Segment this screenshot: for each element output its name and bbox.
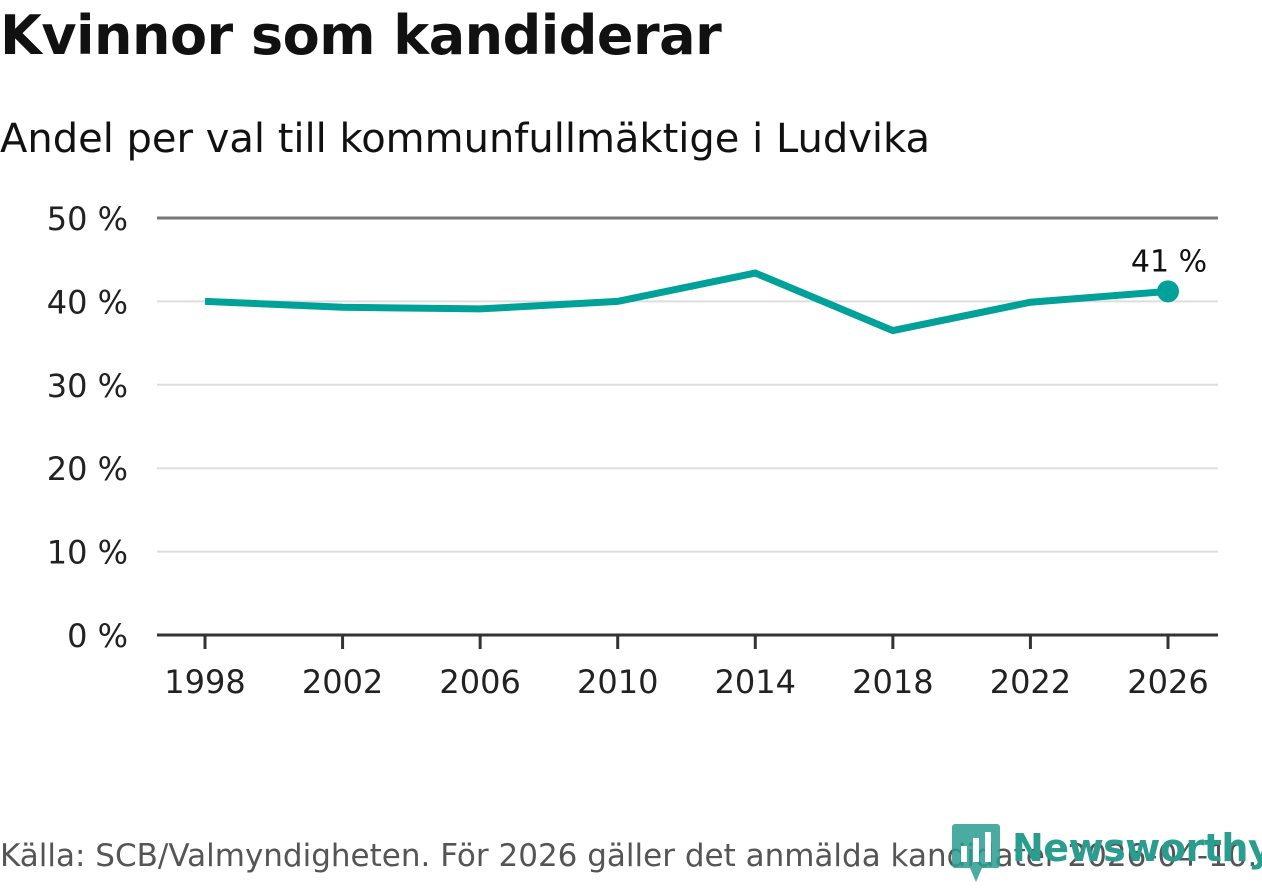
x-tick-label: 2018	[852, 663, 933, 701]
x-tick-label: 1998	[164, 663, 245, 701]
bar-chart-speech-bubble-icon	[952, 824, 1000, 882]
y-tick-label: 20 %	[47, 450, 128, 488]
x-tick-label: 2002	[302, 663, 383, 701]
x-tick-label: 2006	[439, 663, 520, 701]
y-tick-label: 0 %	[67, 617, 128, 655]
line-chart: 0 % 10 % 20 % 30 % 40 % 50 % 1998 2002 2006 2010 2…	[47, 200, 1218, 701]
source-note: Källa: SCB/Valmyndigheten. För 2026 gäll…	[0, 838, 1258, 874]
series-line	[204, 269, 1169, 335]
x-tick-label: 2022	[990, 663, 1071, 701]
chart-subtitle: Andel per val till kommunfullmäktige i L…	[0, 116, 931, 162]
y-tick-label: 50 %	[47, 200, 128, 238]
y-tick-label: 10 %	[47, 534, 128, 572]
x-tick-label: 2014	[715, 663, 796, 701]
end-value-label: 41 %	[1131, 244, 1207, 279]
logo-text: Newsworthy	[1012, 826, 1262, 870]
newsworthy-logo: Newsworthy	[952, 818, 1262, 882]
x-tick-label: 2026	[1127, 663, 1208, 701]
y-tick-label: 40 %	[47, 283, 128, 321]
x-tick-label: 2010	[577, 663, 658, 701]
end-point-marker	[1157, 280, 1179, 303]
chart-title: Kvinnor som kandiderar	[0, 4, 722, 67]
y-tick-label: 30 %	[47, 367, 128, 405]
